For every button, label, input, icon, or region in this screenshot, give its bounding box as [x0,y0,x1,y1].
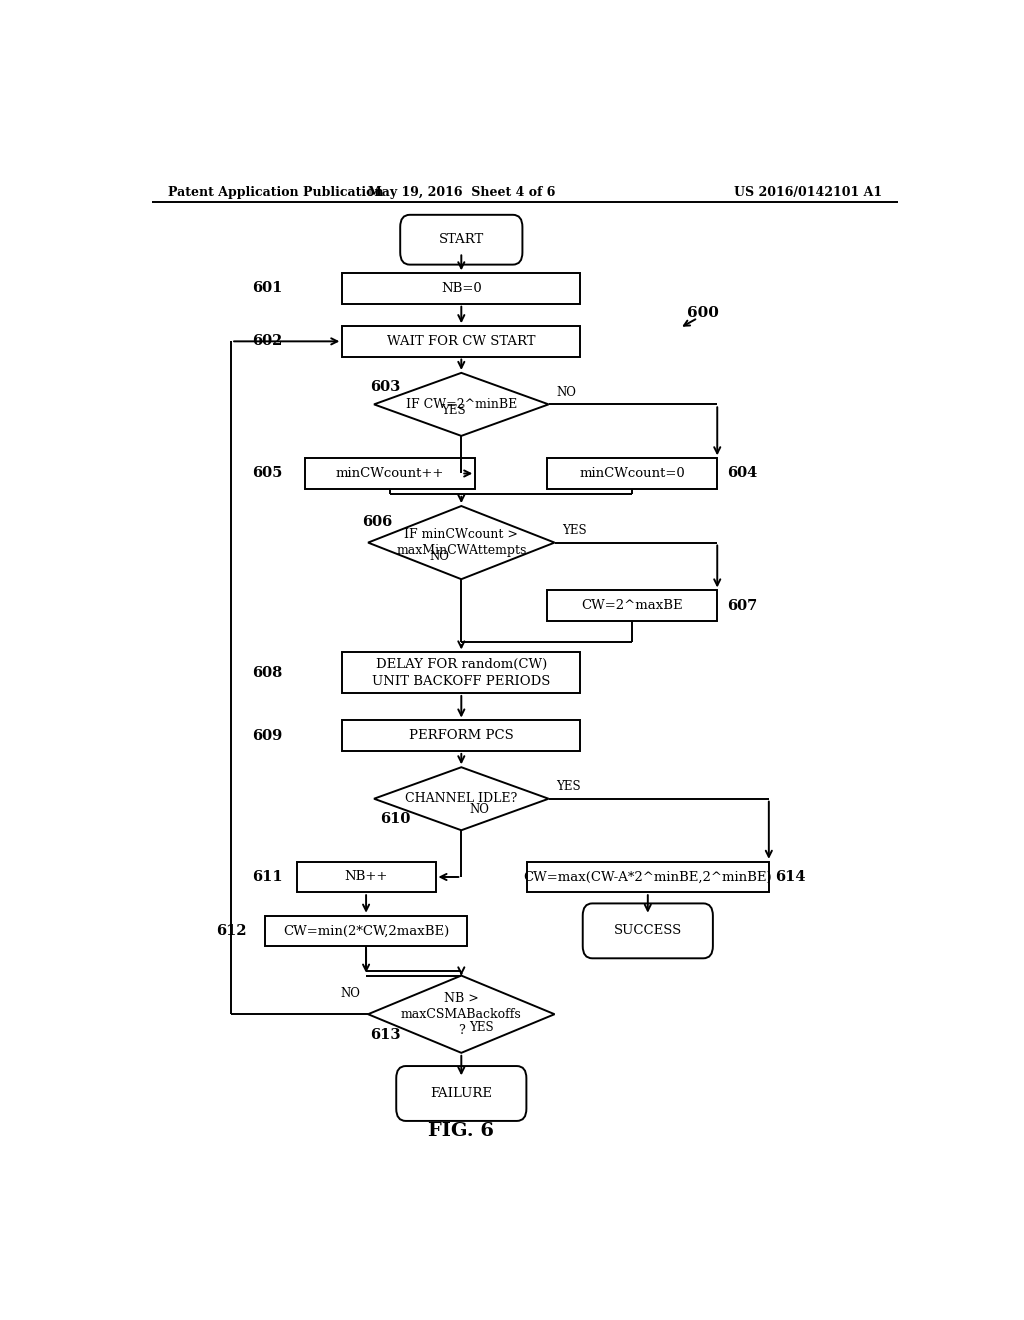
FancyBboxPatch shape [400,215,522,264]
Text: 614: 614 [775,870,805,884]
Text: May 19, 2016  Sheet 4 of 6: May 19, 2016 Sheet 4 of 6 [368,186,555,199]
Text: 611: 611 [252,870,283,884]
FancyBboxPatch shape [342,721,581,751]
Text: 603: 603 [370,380,400,395]
Text: minCWcount=0: minCWcount=0 [579,467,685,480]
Text: CW=max(CW-A*2^minBE,2^minBE): CW=max(CW-A*2^minBE,2^minBE) [523,870,772,883]
Text: CW=min(2*CW,2maxBE): CW=min(2*CW,2maxBE) [283,924,450,937]
Text: YES: YES [441,404,466,417]
Text: YES: YES [557,780,582,793]
Text: WAIT FOR CW START: WAIT FOR CW START [387,335,536,348]
Text: NO: NO [340,987,360,1001]
Text: NB++: NB++ [344,870,388,883]
Text: NB >
maxCSMABackoffs
?: NB > maxCSMABackoffs ? [401,991,521,1036]
Text: 606: 606 [362,515,392,529]
Text: 601: 601 [252,281,283,296]
FancyBboxPatch shape [342,652,581,693]
Text: NO: NO [557,385,577,399]
Text: 610: 610 [380,812,411,826]
FancyBboxPatch shape [265,916,467,946]
Text: minCWcount++: minCWcount++ [336,467,444,480]
Text: DELAY FOR random(CW)
UNIT BACKOFF PERIODS: DELAY FOR random(CW) UNIT BACKOFF PERIOD… [372,657,551,688]
Text: 612: 612 [216,924,247,939]
Text: IF CW=2^minBE: IF CW=2^minBE [406,397,517,411]
Text: FIG. 6: FIG. 6 [428,1122,495,1140]
Text: 604: 604 [727,466,758,480]
Text: 602: 602 [252,334,283,348]
FancyBboxPatch shape [342,273,581,304]
Polygon shape [374,767,549,830]
Polygon shape [368,975,555,1053]
FancyBboxPatch shape [526,862,769,892]
Text: CW=2^maxBE: CW=2^maxBE [582,599,683,612]
Text: 600: 600 [687,306,720,319]
Polygon shape [368,506,555,579]
Text: IF minCWcount >
maxMinCWAttempts: IF minCWcount > maxMinCWAttempts [396,528,526,557]
Text: 608: 608 [253,665,283,680]
FancyBboxPatch shape [583,903,713,958]
Text: SUCCESS: SUCCESS [613,924,682,937]
FancyBboxPatch shape [342,326,581,356]
Text: START: START [438,234,484,247]
Text: Patent Application Publication: Patent Application Publication [168,186,383,199]
Text: 607: 607 [727,598,758,612]
FancyBboxPatch shape [547,458,717,488]
Polygon shape [374,372,549,436]
Text: YES: YES [469,1020,494,1034]
FancyBboxPatch shape [304,458,475,488]
Text: PERFORM PCS: PERFORM PCS [409,729,514,742]
Text: NO: NO [469,804,489,816]
Text: FAILURE: FAILURE [430,1086,493,1100]
Text: NO: NO [429,550,450,564]
Text: YES: YES [562,524,587,537]
Text: 609: 609 [253,729,283,743]
FancyBboxPatch shape [297,862,435,892]
Text: 605: 605 [252,466,283,480]
FancyBboxPatch shape [547,590,717,620]
Text: CHANNEL IDLE?: CHANNEL IDLE? [406,792,517,805]
Text: 613: 613 [370,1027,400,1041]
FancyBboxPatch shape [396,1067,526,1121]
Text: US 2016/0142101 A1: US 2016/0142101 A1 [734,186,882,199]
Text: NB=0: NB=0 [441,282,481,294]
